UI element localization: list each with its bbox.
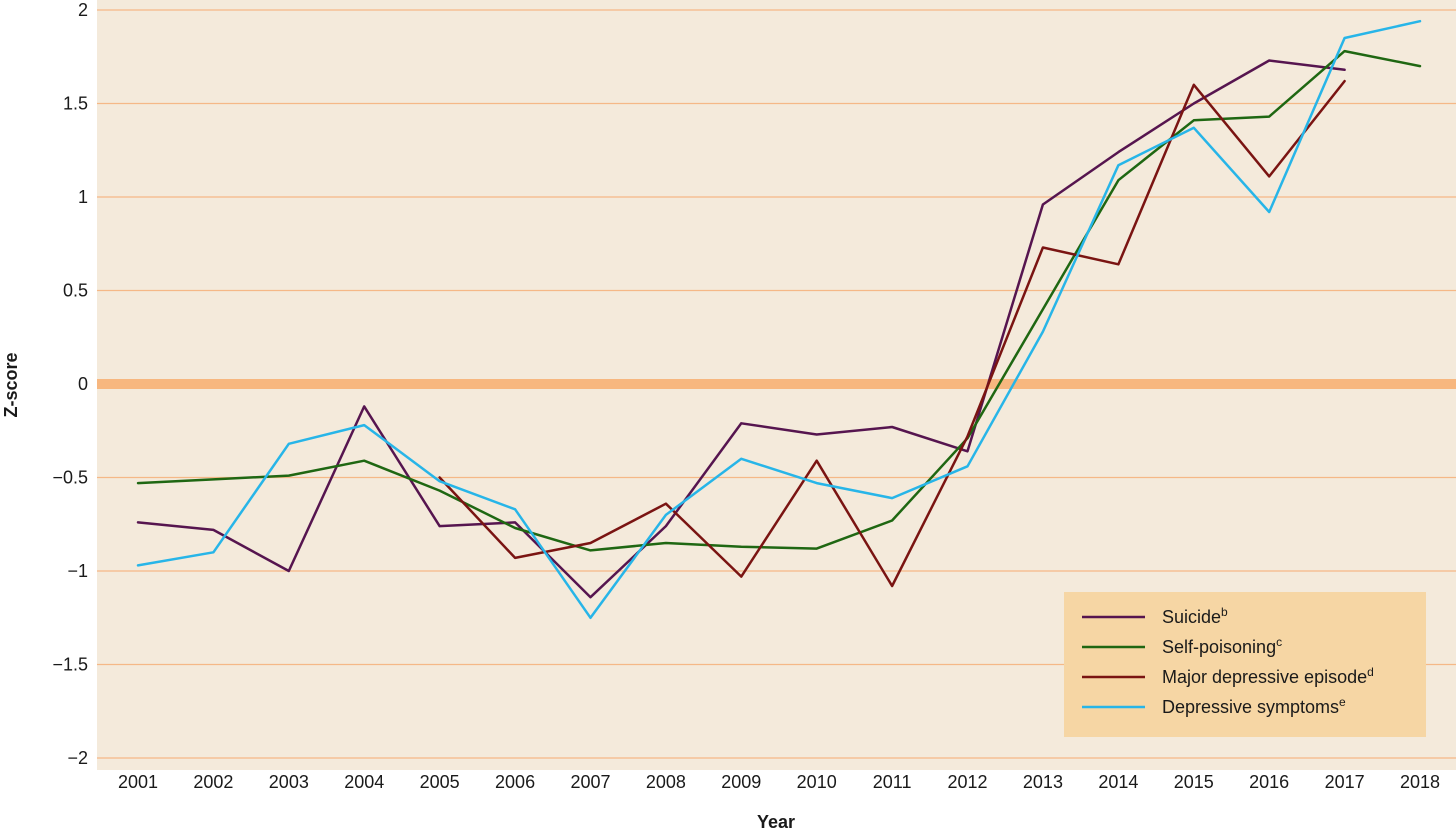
x-tick-labels: 2001 2002 2003 2004 2005 2006 2007 2008 2009 2010… [118, 772, 1440, 792]
x-tick-label: 2011 [873, 772, 912, 792]
series-line-major-depressive-episode [438, 79, 1346, 588]
legend: Suicideb Self-poisoningc Major depressive … [1064, 592, 1426, 737]
x-tick-label: 2014 [1098, 772, 1138, 792]
series-line-self-poisoning [136, 49, 1422, 552]
x-tick-label: 2018 [1400, 772, 1440, 792]
x-tick-label: 2008 [646, 772, 686, 792]
y-tick-label: 0.5 [63, 281, 88, 301]
y-tick-label: 0 [78, 374, 88, 394]
legend-label-major-depressive-episode: Major depressive episoded [1162, 665, 1374, 687]
series-lines [136, 19, 1422, 620]
y-tick-label: 2 [78, 0, 88, 20]
x-tick-label: 2012 [948, 772, 988, 792]
x-tick-label: 2006 [495, 772, 535, 792]
x-tick-label: 2017 [1325, 772, 1365, 792]
gridlines [97, 9, 1456, 759]
x-tick-label: 2004 [344, 772, 384, 792]
x-tick-label: 2015 [1174, 772, 1214, 792]
legend-footnote-marker: e [1339, 695, 1346, 709]
y-tick-label: 1 [78, 187, 88, 207]
x-tick-label: 2013 [1023, 772, 1063, 792]
y-tick-label: −1.5 [52, 655, 88, 675]
legend-footnote-marker: b [1221, 605, 1228, 619]
y-tick-labels: 2 1.5 1 0.5 0 −0.5 −1 −1.5 −2 [52, 0, 88, 768]
series-line-suicide [136, 59, 1346, 599]
legend-label-suicide: Suicideb [1162, 605, 1228, 627]
x-tick-label: 2010 [797, 772, 837, 792]
y-tick-label: 1.5 [63, 94, 88, 114]
x-tick-label: 2005 [420, 772, 460, 792]
y-tick-label: −1 [67, 561, 88, 581]
y-axis-title: Z-score [1, 352, 21, 417]
legend-footnote-marker: c [1276, 635, 1282, 649]
legend-label-self-poisoning: Self-poisoningc [1162, 635, 1282, 657]
x-tick-label: 2016 [1249, 772, 1289, 792]
x-tick-label: 2009 [721, 772, 761, 792]
legend-label-depressive-symptoms: Depressive symptomse [1162, 695, 1346, 717]
x-tick-label: 2003 [269, 772, 309, 792]
x-axis-title: Year [757, 812, 795, 832]
y-tick-label: −0.5 [52, 468, 88, 488]
series-line-depressive-symptoms [136, 19, 1422, 620]
y-tick-label: −2 [67, 748, 88, 768]
legend-footnote-marker: d [1367, 665, 1374, 679]
x-tick-label: 2002 [193, 772, 233, 792]
x-tick-label: 2001 [118, 772, 158, 792]
x-tick-label: 2007 [570, 772, 610, 792]
